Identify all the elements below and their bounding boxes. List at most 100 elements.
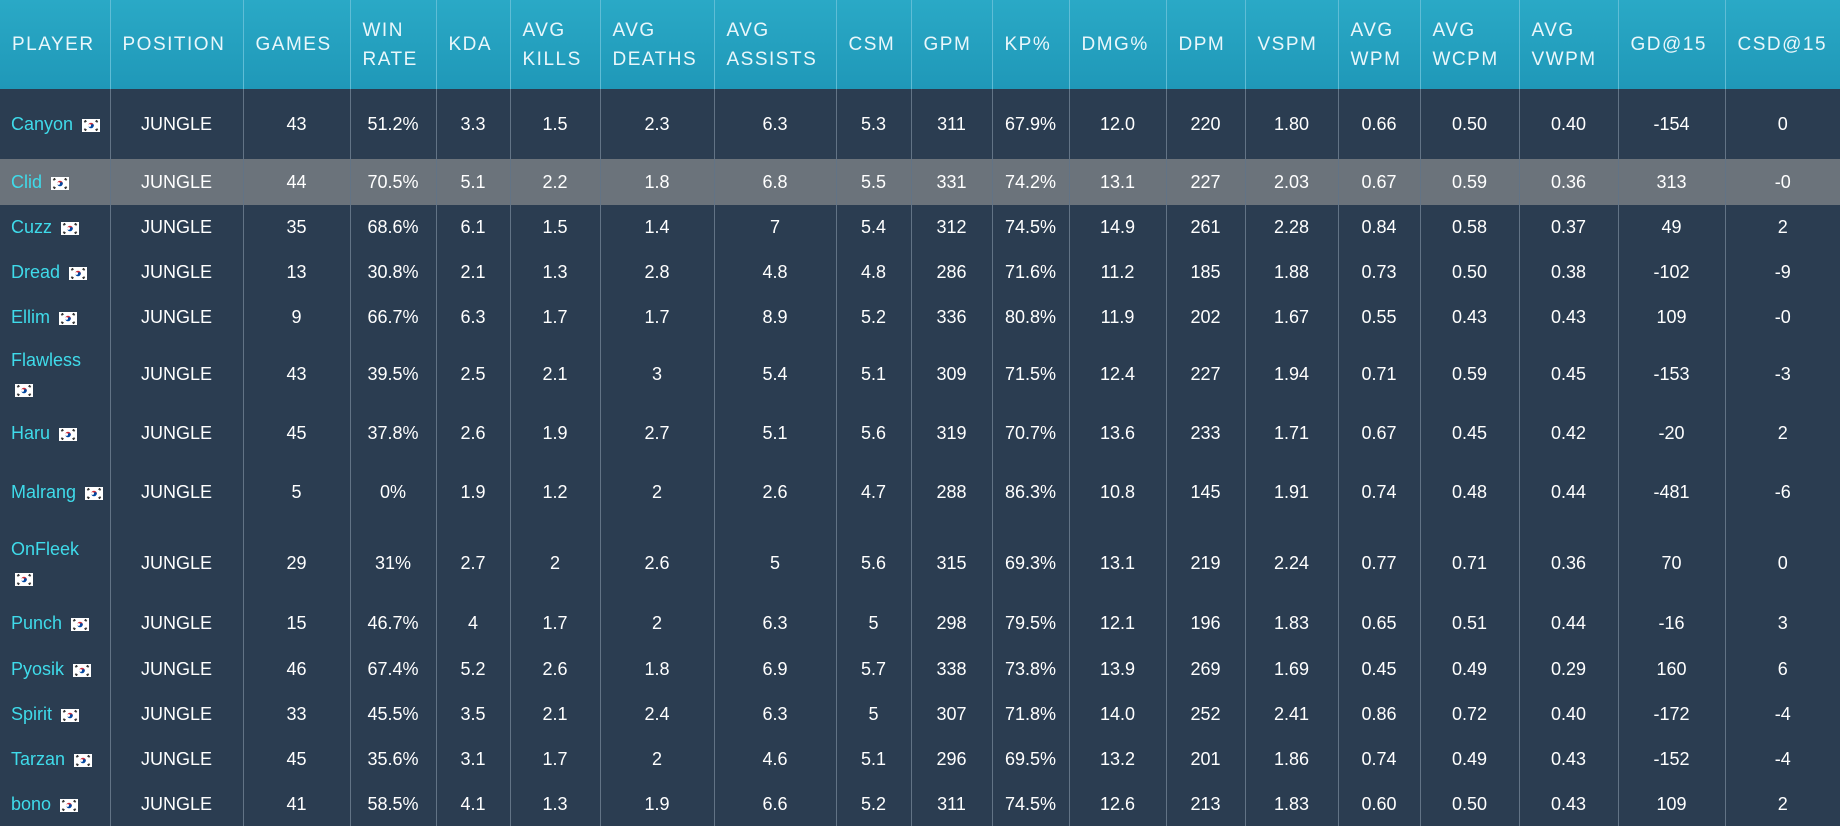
stat-cell: 3 [599, 340, 714, 409]
player-name[interactable]: Malrang [11, 481, 77, 502]
player-cell: Tarzan [0, 737, 110, 782]
stat-cell: 29 [242, 526, 350, 601]
stat-cell: 13.1 [1068, 159, 1166, 205]
stat-cell: 2.3 [599, 89, 714, 159]
player-name[interactable]: Punch [11, 613, 63, 633]
stat-cell: 0.38 [1518, 250, 1618, 295]
stat-cell: 4.6 [713, 737, 836, 782]
player-name[interactable]: Haru [11, 423, 51, 443]
stat-cell: 5.1 [835, 340, 911, 409]
table-row: Cuzz JUNGLE 35 68.6% 6.1 1.5 1.4 7 5.4 312 74.5% 1… [0, 205, 1840, 250]
stat-cell: 70.7% [991, 409, 1069, 458]
stat-cell: -6 [1724, 458, 1840, 526]
stat-cell: 0.60 [1337, 782, 1420, 826]
stat-cell: JUNGLE [109, 601, 243, 646]
stat-cell: 0.49 [1419, 646, 1519, 692]
player-name[interactable]: Dread [11, 262, 61, 282]
stat-cell: 0.65 [1337, 601, 1420, 646]
stat-cell: 12.0 [1068, 89, 1166, 159]
stat-cell: 0.74 [1337, 737, 1420, 782]
stat-cell: JUNGLE [109, 646, 243, 692]
stat-cell: 51.2% [349, 89, 436, 159]
player-name[interactable]: Ellim [11, 307, 50, 327]
stat-cell: 202 [1165, 295, 1245, 340]
stat-cell: 311 [910, 782, 992, 826]
player-name[interactable]: Spirit [11, 704, 53, 724]
stat-cell: 14.9 [1068, 205, 1166, 250]
player-cell: Haru [0, 409, 110, 458]
stat-cell: 44 [242, 159, 350, 205]
stat-cell: -20 [1617, 409, 1725, 458]
stat-cell: 2 [509, 526, 600, 601]
stat-cell: 33 [242, 692, 350, 737]
stat-cell: 0.55 [1337, 295, 1420, 340]
stat-cell: 2 [599, 737, 714, 782]
flag-icon [71, 618, 89, 631]
player-name[interactable]: Cuzz [11, 217, 53, 237]
table-row: bono JUNGLE 41 58.5% 4.1 1.3 1.9 6.6 5.2 311 74.5… [0, 782, 1840, 826]
stat-cell: 286 [910, 250, 992, 295]
table-row: Canyon JUNGLE 43 51.2% 3.3 1.5 2.3 6.3 5.3 311 67… [0, 89, 1840, 159]
stat-cell: 0.44 [1518, 601, 1618, 646]
flag-icon [85, 487, 103, 500]
stat-cell: 5.6 [835, 526, 911, 601]
stat-cell: 1.69 [1244, 646, 1338, 692]
stat-cell: 2 [1724, 409, 1840, 458]
stat-cell: 43 [242, 340, 350, 409]
stat-cell: 5 [713, 526, 836, 601]
stat-cell: 0.45 [1337, 646, 1420, 692]
stat-cell: 296 [910, 737, 992, 782]
stat-cell: 46 [242, 646, 350, 692]
stat-cell: 15 [242, 601, 350, 646]
stat-cell: 0.77 [1337, 526, 1420, 601]
stat-cell: 45 [242, 737, 350, 782]
stat-cell: 5 [835, 692, 911, 737]
player-name[interactable]: OnFleek [11, 538, 80, 559]
player-name[interactable]: Canyon [11, 113, 74, 134]
column-header: KP% [991, 0, 1069, 89]
column-header: KDA [435, 0, 510, 89]
stat-cell: 5 [242, 458, 350, 526]
stat-cell: 1.2 [509, 458, 600, 526]
stat-cell: 0.49 [1419, 737, 1519, 782]
stat-cell: 2.28 [1244, 205, 1338, 250]
stat-cell: 5.7 [835, 646, 911, 692]
stat-cell: 2.5 [435, 340, 510, 409]
player-name[interactable]: Clid [11, 171, 43, 192]
column-header: AVG VWPM [1518, 0, 1618, 89]
column-header: GPM [910, 0, 992, 89]
stat-cell: 319 [910, 409, 992, 458]
stat-cell: 2 [599, 458, 714, 526]
stat-cell: -153 [1617, 340, 1725, 409]
stat-cell: 0.36 [1518, 526, 1618, 601]
player-name[interactable]: Tarzan [11, 749, 66, 769]
stat-cell: 298 [910, 601, 992, 646]
stat-cell: 307 [910, 692, 992, 737]
stat-cell: 2 [1724, 205, 1840, 250]
flag-icon [15, 384, 33, 397]
player-cell: Flawless [0, 340, 110, 409]
stat-cell: 313 [1617, 159, 1725, 205]
header-row: PLAYER POSITION GAMES WIN RATE KDA AVG KILLS A… [0, 0, 1840, 89]
player-name[interactable]: Pyosik [11, 658, 65, 679]
player-name[interactable]: Flawless [11, 349, 82, 370]
column-header: AVG WPM [1337, 0, 1420, 89]
stat-cell: 109 [1617, 782, 1725, 826]
column-header: DPM [1165, 0, 1245, 89]
stat-cell: 1.4 [599, 205, 714, 250]
stat-cell: 2 [1724, 782, 1840, 826]
stat-cell: JUNGLE [109, 526, 243, 601]
column-header: AVG KILLS [509, 0, 600, 89]
stat-cell: 2.8 [599, 250, 714, 295]
player-cell: Pyosik [0, 646, 110, 692]
column-header: GAMES [242, 0, 350, 89]
stat-cell: 68.6% [349, 205, 436, 250]
player-name[interactable]: bono [11, 793, 52, 814]
flag-icon [51, 177, 69, 190]
stat-cell: 0.36 [1518, 159, 1618, 205]
flag-icon [61, 222, 79, 235]
stat-cell: 0% [349, 458, 436, 526]
stat-cell: 2.03 [1244, 159, 1338, 205]
flag-icon [82, 119, 100, 132]
player-cell: Ellim [0, 295, 110, 340]
